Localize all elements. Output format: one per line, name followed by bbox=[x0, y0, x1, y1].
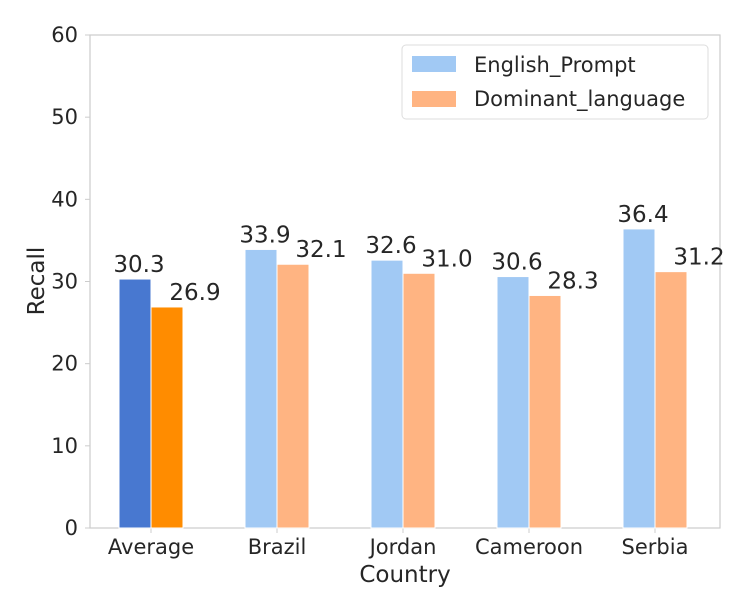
legend-label-dominant-language: Dominant_language bbox=[474, 87, 685, 112]
bar-jordan-dominant-language bbox=[402, 272, 436, 529]
y-axis-label: Recall bbox=[24, 247, 50, 316]
legend-swatch-english-prompt bbox=[412, 56, 456, 72]
data-label-cameroon-dominant-language: 28.3 bbox=[547, 268, 598, 294]
bar-serbia-english-prompt bbox=[622, 228, 656, 529]
y-axis: 0 10 20 30 40 50 60 bbox=[51, 23, 90, 540]
data-label-serbia-dominant-language: 31.2 bbox=[673, 245, 724, 271]
x-tick-label-jordan: Jordan bbox=[368, 535, 437, 559]
x-tick-label-average: Average bbox=[108, 535, 194, 559]
y-tick-label: 40 bbox=[51, 187, 78, 211]
bar-average-dominant-language bbox=[150, 306, 184, 529]
bar-cameroon-dominant-language bbox=[528, 294, 562, 529]
bar-serbia-dominant-language bbox=[654, 271, 688, 529]
y-tick-label: 60 bbox=[51, 23, 78, 47]
x-tick-label-serbia: Serbia bbox=[622, 535, 689, 559]
y-tick-label: 10 bbox=[51, 434, 78, 458]
bars-group bbox=[118, 228, 688, 529]
y-tick-label: 50 bbox=[51, 105, 78, 129]
y-tick-label: 0 bbox=[65, 516, 78, 540]
x-tick-label-brazil: Brazil bbox=[248, 535, 307, 559]
data-label-average-english-prompt: 30.3 bbox=[113, 252, 164, 278]
data-label-cameroon-english-prompt: 30.6 bbox=[491, 250, 542, 276]
data-label-serbia-english-prompt: 36.4 bbox=[617, 202, 668, 228]
bar-average-english-prompt bbox=[118, 278, 152, 529]
bar-cameroon-english-prompt bbox=[496, 276, 530, 529]
legend-swatch-dominant-language bbox=[412, 91, 456, 107]
data-label-brazil-english-prompt: 33.9 bbox=[239, 222, 290, 248]
data-label-brazil-dominant-language: 32.1 bbox=[295, 237, 346, 263]
legend: English_Prompt Dominant_language bbox=[401, 44, 709, 120]
bar-jordan-english-prompt bbox=[370, 259, 404, 529]
legend-frame bbox=[401, 44, 709, 120]
data-label-jordan-english-prompt: 32.6 bbox=[365, 233, 416, 259]
data-label-jordan-dominant-language: 31.0 bbox=[421, 246, 472, 272]
x-axis-label: Country bbox=[359, 562, 450, 588]
data-labels-group: 30.326.9 33.932.1 32.631.0 30.628.3 36.431.2 bbox=[113, 202, 724, 306]
bar-brazil-english-prompt bbox=[244, 248, 278, 529]
legend-label-english-prompt: English_Prompt bbox=[474, 53, 636, 78]
x-axis: Average Brazil Jordan Cameroon Serbia bbox=[108, 528, 689, 559]
data-label-average-dominant-language: 26.9 bbox=[169, 280, 220, 306]
y-tick-label: 30 bbox=[51, 270, 78, 294]
bar-brazil-dominant-language bbox=[276, 263, 310, 529]
x-tick-label-cameroon: Cameroon bbox=[475, 535, 583, 559]
y-tick-label: 20 bbox=[51, 352, 78, 376]
